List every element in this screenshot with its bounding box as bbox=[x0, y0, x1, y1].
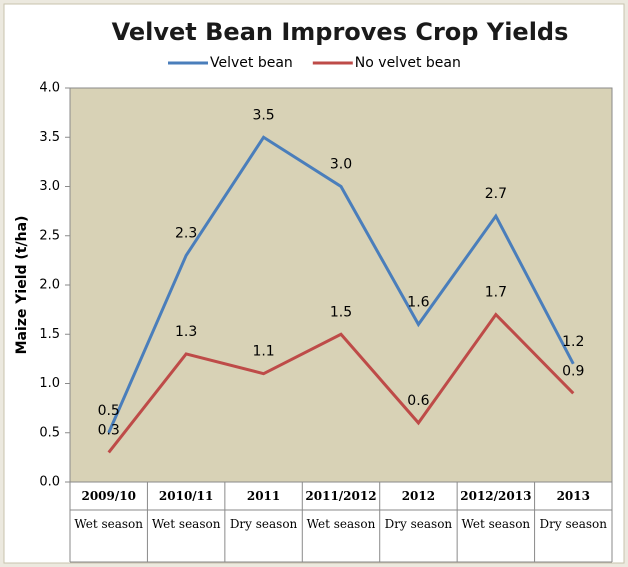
data-label: 3.0 bbox=[330, 157, 352, 173]
legend-label: Velvet bean bbox=[210, 55, 293, 71]
data-label: 0.3 bbox=[98, 422, 120, 438]
data-label: 0.5 bbox=[98, 403, 120, 419]
y-tick-label: 1.0 bbox=[39, 376, 60, 391]
y-tick-label: 3.0 bbox=[39, 179, 60, 194]
y-axis-title: Maize Yield (t/ha) bbox=[14, 216, 30, 355]
data-label: 0.6 bbox=[407, 393, 429, 409]
data-label: 1.7 bbox=[485, 285, 507, 301]
y-tick-label: 0.5 bbox=[39, 425, 60, 440]
y-tick-label: 3.5 bbox=[39, 130, 60, 145]
chart-title: Velvet Bean Improves Crop Yields bbox=[112, 18, 569, 46]
x-tick-label: 2009/10 bbox=[81, 489, 136, 503]
plot-area bbox=[69, 87, 613, 483]
y-tick-label: 4.0 bbox=[39, 81, 60, 96]
data-label: 1.5 bbox=[330, 304, 352, 320]
x-tick-label: 2012 bbox=[401, 489, 436, 503]
data-label: 1.1 bbox=[252, 344, 274, 360]
x-sub-label: Dry season bbox=[229, 517, 298, 531]
data-label: 1.3 bbox=[175, 324, 197, 340]
y-tick-label: 0.0 bbox=[39, 475, 60, 490]
legend-label: No velvet bean bbox=[355, 55, 461, 71]
data-label: 1.2 bbox=[562, 334, 584, 350]
x-tick-label: 2012/2013 bbox=[460, 489, 532, 503]
x-sub-label: Wet season bbox=[74, 517, 144, 531]
x-sub-label: Wet season bbox=[151, 517, 221, 531]
x-tick-label: 2010/11 bbox=[158, 489, 214, 503]
x-tick-label: 2011/2012 bbox=[305, 489, 377, 503]
data-label: 2.7 bbox=[485, 186, 507, 202]
data-label: 3.5 bbox=[252, 107, 274, 123]
x-sub-label: Wet season bbox=[306, 517, 376, 531]
data-label: 1.6 bbox=[407, 294, 429, 310]
x-sub-label: Wet season bbox=[461, 517, 531, 531]
x-tick-label: 2011 bbox=[246, 489, 281, 503]
x-sub-label: Dry season bbox=[384, 517, 453, 531]
series-line bbox=[107, 135, 575, 434]
y-tick-label: 2.5 bbox=[39, 228, 60, 243]
x-tick-label: 2013 bbox=[556, 489, 590, 503]
y-tick-label: 1.5 bbox=[39, 327, 60, 342]
x-sub-label: Dry season bbox=[539, 517, 608, 531]
series-line bbox=[107, 312, 575, 454]
data-label: 0.9 bbox=[562, 363, 584, 379]
y-tick-label: 2.0 bbox=[39, 278, 60, 293]
data-label: 2.3 bbox=[175, 225, 197, 241]
